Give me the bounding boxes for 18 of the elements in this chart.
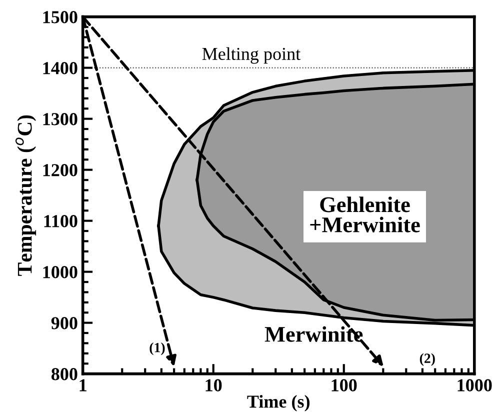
annotation: Gehlenite +Merwinite	[310, 196, 420, 232]
x-tick-label: 1000	[458, 379, 492, 392]
x-tick-label: 1	[80, 379, 86, 392]
y-tick-label: 800	[51, 368, 78, 380]
x-axis-title: Time (s)	[247, 395, 310, 412]
x-tick-label: 10	[206, 379, 222, 392]
y-tick-label: 1400	[43, 62, 78, 74]
y-tick-label: 1200	[43, 164, 78, 176]
y-tick-label: 1100	[44, 215, 78, 228]
y-tick-label: 1000	[43, 266, 78, 278]
y-axis-title: Temperature ($^{o}$C)	[15, 115, 36, 276]
x-tick-label: 100	[332, 379, 357, 392]
y-tick-label: 1300	[43, 113, 78, 126]
y-tick-label: 900	[51, 317, 78, 330]
ref-line-label: Melting point	[202, 47, 300, 64]
annotation: (2)	[420, 353, 435, 366]
annotation: (1)	[150, 342, 165, 356]
y-tick-label: 1500	[43, 11, 78, 24]
